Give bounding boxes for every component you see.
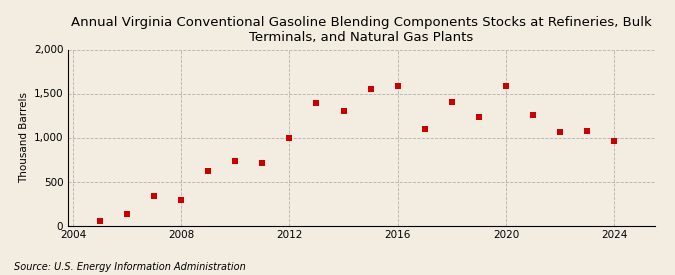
Point — [365, 87, 376, 91]
Point — [419, 126, 430, 131]
Point — [257, 161, 268, 165]
Point — [202, 169, 213, 173]
Point — [148, 194, 159, 199]
Point — [176, 198, 186, 202]
Point — [446, 100, 457, 104]
Point — [392, 84, 403, 89]
Point — [555, 130, 566, 134]
Point — [582, 129, 593, 134]
Point — [338, 109, 349, 113]
Point — [473, 115, 484, 119]
Text: Source: U.S. Energy Information Administration: Source: U.S. Energy Information Administ… — [14, 262, 245, 272]
Point — [284, 135, 295, 140]
Point — [500, 84, 511, 89]
Point — [230, 159, 241, 163]
Point — [95, 218, 105, 223]
Y-axis label: Thousand Barrels: Thousand Barrels — [20, 92, 30, 183]
Point — [609, 139, 620, 143]
Title: Annual Virginia Conventional Gasoline Blending Components Stocks at Refineries, : Annual Virginia Conventional Gasoline Bl… — [71, 16, 651, 44]
Point — [528, 112, 539, 117]
Point — [311, 101, 322, 105]
Point — [122, 212, 132, 216]
